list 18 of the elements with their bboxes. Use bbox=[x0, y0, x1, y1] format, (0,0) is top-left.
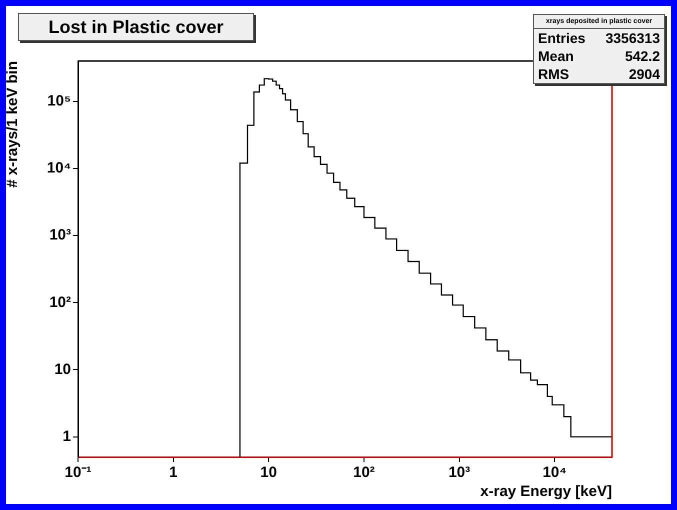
x-tick-label: 10² bbox=[353, 464, 375, 482]
y-tick-label: 10 bbox=[54, 360, 71, 378]
x-tick-label: 10⁴ bbox=[542, 464, 567, 482]
text: Entries 3356313 bbox=[538, 30, 660, 46]
x-tick-label: 1 bbox=[169, 464, 178, 482]
text: Mean 542.2 bbox=[538, 48, 660, 64]
y-axis-title: # x-rays/1 keV bin bbox=[4, 61, 22, 188]
y-tick-label: 10² bbox=[49, 294, 71, 311]
text: RMS 2904 bbox=[538, 66, 660, 82]
chart-title: Lost in Plastic cover bbox=[18, 13, 254, 41]
y-tick-label: 10⁴ bbox=[46, 160, 71, 177]
x-axis-title: x-ray Energy [keV] bbox=[480, 483, 612, 500]
x-tick-label: 10⁻¹ bbox=[64, 464, 92, 482]
y-tick-label: 10³ bbox=[49, 226, 71, 244]
y-tick-label: 1 bbox=[62, 428, 71, 445]
x-tick-label: 10 bbox=[260, 464, 277, 482]
x-tick-label: 10³ bbox=[448, 464, 470, 482]
y-tick-label: 10⁵ bbox=[47, 92, 71, 110]
